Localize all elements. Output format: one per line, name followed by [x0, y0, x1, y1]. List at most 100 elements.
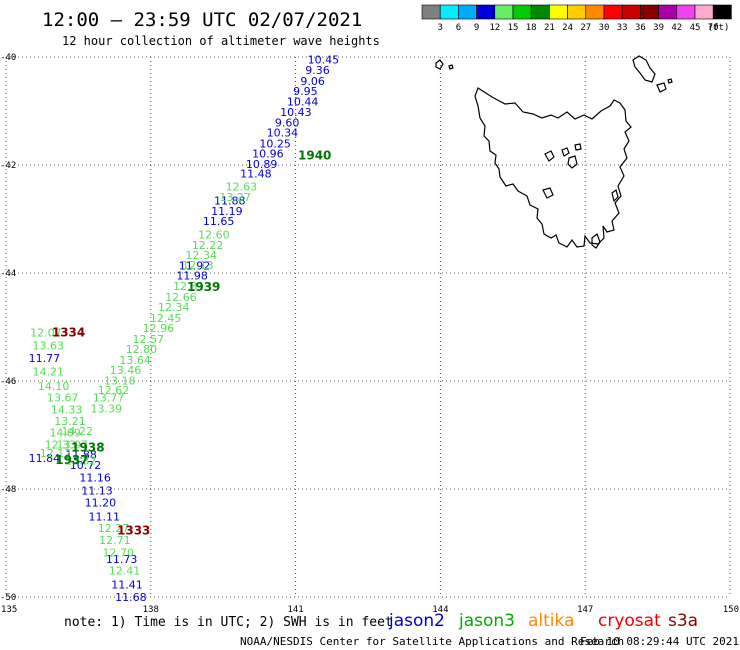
pass-time-label: 1940: [298, 148, 331, 162]
wave-height-jason2: 11.16: [79, 472, 111, 485]
tasmania-coastline: [435, 55, 673, 249]
wave-height-jason3: 13.97: [57, 439, 89, 452]
colorbar-swatch: [585, 4, 605, 20]
lon-tick-label: 135: [1, 605, 17, 615]
lat-lon-grid: [5, 56, 731, 598]
pass-time-label: 1939: [187, 280, 220, 294]
colorbar-swatch: [621, 4, 641, 20]
wave-height-jason2: 11.88: [65, 448, 97, 461]
wave-height-jason3: 12.22: [192, 239, 224, 252]
colorbar-label: 12: [489, 23, 500, 33]
wave-height-jason2: 9.36: [305, 64, 330, 77]
wave-height-jason3: 12.41: [109, 565, 141, 578]
wave-height-jason3: 13.67: [47, 392, 79, 405]
pass-time-label: 1937: [55, 453, 88, 467]
lat-tick-label: -42: [0, 161, 16, 171]
lat-tick-label: -46: [0, 377, 16, 387]
wave-height-jason3: 13.77: [93, 392, 125, 405]
colorbar-label: 45: [690, 23, 701, 33]
cape-barren-island: [656, 82, 667, 93]
legend-cryosat: cryosat: [598, 611, 661, 631]
wave-height-jason3: 13.39: [90, 403, 122, 416]
wave-height-jason3: 12.13: [182, 259, 214, 272]
colorbar-label: 39: [653, 23, 664, 33]
map-title: 12:00 – 23:59 UTC 02/07/2021: [42, 9, 362, 31]
wave-height-jason2: 11.41: [111, 579, 143, 592]
colorbar-swatch: [658, 4, 678, 20]
bruny-island: [591, 233, 601, 249]
wave-height-jason2: 11.20: [85, 497, 117, 510]
wave-height-jason3: 13.27: [219, 191, 251, 204]
pass-time-label: 1334: [52, 325, 85, 339]
colorbar-label: 36: [635, 23, 646, 33]
tasmania-mainland: [474, 87, 632, 248]
wave-height-jason3: 13.32: [65, 454, 97, 467]
wave-height-jason3: 12.70: [103, 547, 134, 560]
lon-tick-label: 144: [432, 605, 448, 615]
wave-height-jason3: 13.46: [110, 364, 142, 377]
lon-tick-label: 138: [143, 605, 159, 615]
wave-height-jason3: 14.09: [49, 426, 81, 439]
colorbar-label: 42: [671, 23, 682, 33]
king-island: [435, 59, 444, 70]
legend-jason3: jason3: [458, 611, 515, 631]
colorbar-swatch: [476, 4, 496, 20]
colorbar-label: 27: [580, 23, 591, 33]
wave-height-jason3: 12.12: [40, 447, 72, 460]
lat-tick-label: -50: [0, 593, 16, 603]
maria-island: [611, 188, 619, 203]
wave-height-jason2: 10.44: [287, 95, 319, 108]
wave-height-jason3: 12.60: [198, 229, 230, 242]
wave-height-jason2: 11.68: [115, 591, 147, 604]
wave-height-jason3: 14.33: [51, 404, 83, 417]
wave-height-jason2: 11.84: [29, 452, 61, 465]
colorbar-swatch: [549, 4, 568, 20]
wave-height-jason3: 12.34: [158, 301, 190, 314]
lake-2: [561, 147, 570, 157]
legend-altika: altika: [528, 611, 575, 631]
lat-tick-label: -48: [0, 485, 16, 495]
colorbar-swatch: [458, 4, 477, 20]
colorbar-label: 15: [508, 23, 519, 33]
wave-height-jason2: 11.77: [29, 352, 61, 365]
wave-height-jason2: 9.06: [300, 75, 325, 88]
pass-time-label: 1938: [71, 440, 104, 454]
wave-height-jason3: 12.66: [165, 291, 197, 304]
colorbar-label: 30: [599, 23, 610, 33]
wave-height-jason3: 12.71: [99, 534, 131, 547]
colorbar-swatch: [603, 4, 623, 20]
colorbar-swatch: [694, 4, 714, 20]
colorbar-swatch: [676, 4, 696, 20]
wave-height-jason3: 13.63: [33, 339, 64, 352]
map-subtitle: 12 hour collection of altimeter wave hei…: [62, 34, 380, 48]
colorbar-swatch: [712, 4, 732, 20]
colorbar-label: 6: [456, 23, 461, 33]
small-island-1: [448, 64, 454, 70]
wave-height-jason2: 11.92: [179, 259, 211, 272]
footer-credit: NOAA/NESDIS Center for Satellite Applica…: [240, 635, 624, 648]
latitude-labels: -40 -42 -44 -46 -48 -50: [0, 53, 16, 603]
wave-height-jason2: 10.43: [280, 106, 312, 119]
lat-tick-label: -40: [0, 53, 16, 63]
pass-time-label: 1333: [117, 524, 150, 538]
colorbar-swatch: [640, 4, 659, 20]
lake-4: [567, 155, 578, 169]
colorbar-swatch: [530, 4, 550, 20]
wave-height-jason3: 12.33: [45, 439, 77, 452]
wave-height-jason2: 11.11: [89, 511, 121, 524]
colorbar-label: 70: [708, 23, 719, 33]
wave-height-jason3: 14.22: [62, 425, 94, 438]
wave-height-jason2: 10.45: [308, 54, 340, 67]
wave-height-jason2: 11.13: [81, 485, 113, 498]
lake-1: [544, 150, 555, 162]
longitude-labels: 135 138 141 144 147 150: [1, 605, 739, 615]
colorbar-label: 18: [526, 23, 537, 33]
wave-height-jason3: 12.31: [173, 280, 205, 293]
wave-height-jason2: 11.98: [176, 270, 208, 283]
colorbar-label: 24: [562, 23, 573, 33]
colorbar-label: 3: [437, 23, 442, 33]
satellite-legend: jason2 jason3 altika cryosat s3a: [388, 611, 698, 631]
footer-timestamp: Feb 10 08:29:44 UTC 2021: [580, 635, 739, 648]
wave-height-jason3: 12.62: [98, 384, 130, 397]
